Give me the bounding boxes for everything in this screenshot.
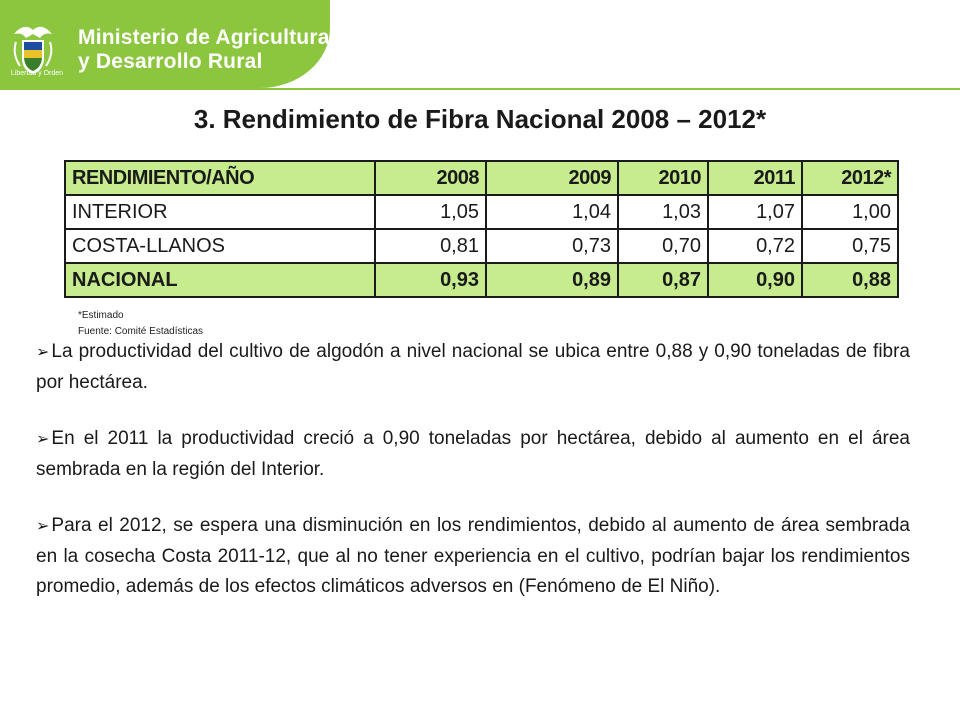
estimate-note: *Estimado [78,310,124,321]
row-label: INTERIOR [64,194,376,230]
table-cell: 1,07 [707,194,803,230]
header-divider [0,88,960,90]
yield-table: RENDIMIENTO/AÑO 2008 2009 2010 2011 2012… [64,160,899,298]
list-item: ➢ La productividad del cultivo de algodón… [36,337,910,398]
table-cell: 0,81 [374,228,487,264]
table-cell: 0,87 [617,262,709,298]
ministry-line-2: y Desarrollo Rural [78,50,263,73]
column-header: 2011 [707,160,803,196]
arrow-bullet-icon: ➢ [36,431,50,448]
table-cell: 1,03 [617,194,709,230]
bullet-text: En el 2011 la productividad creció a 0,9… [36,428,910,480]
column-header: 2009 [485,160,619,196]
table-cell: 1,05 [374,194,487,230]
table-cell: 1,04 [485,194,619,230]
table-row: INTERIOR 1,05 1,04 1,03 1,07 1,00 [64,194,899,230]
table-cell: 0,70 [617,228,709,264]
arrow-bullet-icon: ➢ [36,518,50,535]
table-header-row: RENDIMIENTO/AÑO 2008 2009 2010 2011 2012… [64,160,899,196]
header-banner: Libertad y Orden Ministerio de Agricultu… [0,0,330,88]
bullet-text: La productividad del cultivo de algodón … [36,341,910,393]
column-header: RENDIMIENTO/AÑO [64,160,376,196]
page-title: 3. Rendimiento de Fibra Nacional 2008 – … [193,104,767,134]
seal-motto: Libertad y Orden [10,70,64,77]
list-item: ➢ Para el 2012, se espera una disminución… [36,511,910,602]
column-header: 2010 [617,160,709,196]
table-cell: 0,90 [707,262,803,298]
bullet-text: Para el 2012, se espera una disminución … [36,515,910,597]
table-cell: 0,75 [801,228,899,264]
table-row: COSTA-LLANOS 0,81 0,73 0,70 0,72 0,75 [64,228,899,264]
table-total-row: NACIONAL 0,93 0,89 0,87 0,90 0,88 [64,262,899,298]
row-label: COSTA-LLANOS [64,228,376,264]
table-cell: 0,72 [707,228,803,264]
table-cell: 0,73 [485,228,619,264]
list-item: ➢ En el 2011 la productividad creció a 0,… [36,424,910,485]
arrow-bullet-icon: ➢ [36,344,50,361]
table-cell: 0,93 [374,262,487,298]
bullet-list: ➢ La productividad del cultivo de algodón… [36,337,910,628]
ministry-logo-text: Ministerio de Agricultura y Desarrollo R… [78,26,330,74]
column-header: 2008 [374,160,487,196]
row-label: NACIONAL [64,262,376,298]
table-cell: 0,88 [801,262,899,298]
ministry-line-1: Ministerio de Agricultura [78,26,330,49]
column-header: 2012* [801,160,899,196]
source-note: Fuente: Comité Estadísticas [78,326,204,337]
colombia-coat-of-arms-icon [13,26,53,74]
table-cell: 1,00 [801,194,899,230]
table-cell: 0,89 [485,262,619,298]
